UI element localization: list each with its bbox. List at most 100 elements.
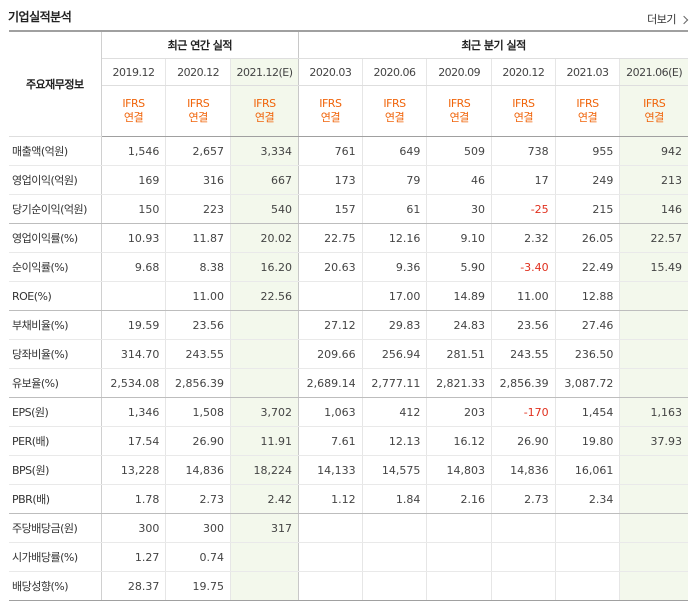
value-cell: 316	[165, 165, 231, 195]
value-cell	[361, 571, 427, 601]
value-cell: 17.54	[100, 426, 166, 456]
value-cell: 29.83	[361, 310, 427, 340]
value-cell: 22.57	[619, 223, 688, 253]
value-cell: 23.56	[491, 310, 556, 340]
value-cell: 157	[298, 194, 363, 224]
value-cell	[426, 513, 492, 543]
value-cell	[491, 542, 556, 572]
value-cell: 300	[165, 513, 231, 543]
value-cell: 209.66	[298, 339, 363, 369]
value-cell: 243.55	[491, 339, 556, 369]
value-cell: 249	[554, 165, 620, 195]
value-cell: 20.63	[298, 252, 363, 282]
row-label: BPS(원)	[9, 455, 102, 485]
value-cell: 649	[361, 136, 427, 166]
accounting-standard: IFRS 연결	[554, 85, 620, 137]
value-cell: 5.90	[426, 252, 492, 282]
table-row: 순이익률(%) 9.68 8.38 16.20 20.63 9.36 5.90 -3.40 22…	[9, 252, 688, 282]
value-cell: 243.55	[165, 339, 231, 369]
value-cell: 2,534.08	[100, 368, 166, 398]
value-cell: 2,856.39	[165, 368, 231, 398]
value-cell	[230, 571, 299, 601]
value-cell: 0.74	[165, 542, 231, 572]
accounting-standard: IFRS 연결	[426, 85, 492, 137]
value-cell: 169	[100, 165, 166, 195]
value-cell: 16,061	[554, 455, 620, 485]
value-cell	[619, 368, 688, 398]
period-row: 2019.12 2020.12 2021.12(E) 2020.03 2020.06 20…	[9, 58, 688, 86]
value-cell: 761	[298, 136, 363, 166]
table-row: 주당배당금(원) 300 300 317	[9, 513, 688, 543]
table-row: 배당성향(%) 28.37 19.75	[9, 571, 688, 601]
value-cell: 281.51	[426, 339, 492, 369]
row-label: 부채비율(%)	[9, 310, 102, 340]
value-cell: 14,133	[298, 455, 363, 485]
row-label: PER(배)	[9, 426, 102, 456]
value-cell: 215	[554, 194, 620, 224]
accounting-standard-bottom: 연결	[513, 111, 534, 124]
accounting-standard-top: IFRS	[512, 97, 535, 110]
value-cell	[619, 339, 688, 369]
table-row: ROE(%) 11.00 22.56 17.00 14.89 11.00 12.88	[9, 281, 688, 311]
row-label: EPS(원)	[9, 397, 102, 427]
accounting-standard-top: IFRS	[319, 97, 342, 110]
accounting-standard: IFRS 연결	[298, 85, 363, 137]
chevron-right-icon	[679, 15, 689, 24]
value-cell	[426, 542, 492, 572]
value-cell: 11.91	[230, 426, 299, 456]
row-label: 매출액(억원)	[9, 136, 102, 166]
value-cell	[426, 571, 492, 601]
row-label: 당좌비율(%)	[9, 339, 102, 369]
accounting-standard: IFRS 연결	[230, 85, 299, 137]
value-cell	[491, 513, 556, 543]
value-cell	[298, 281, 363, 311]
value-cell: 3,334	[230, 136, 299, 166]
value-cell	[230, 542, 299, 572]
value-cell: 2.16	[426, 484, 492, 514]
accounting-standard-top: IFRS	[383, 97, 406, 110]
accounting-standard-bottom: 연결	[577, 111, 598, 124]
value-cell: 12.16	[361, 223, 427, 253]
value-cell: 19.75	[165, 571, 231, 601]
value-cell: 1,454	[554, 397, 620, 427]
value-cell: 213	[619, 165, 688, 195]
value-cell: 11.00	[165, 281, 231, 311]
value-cell: 12.88	[554, 281, 620, 311]
table-row: PBR(배) 1.78 2.73 2.42 1.12 1.84 2.16 2.73 2.34	[9, 484, 688, 514]
more-link[interactable]: 더보기	[647, 11, 689, 27]
value-cell: 223	[165, 194, 231, 224]
value-cell	[619, 281, 688, 311]
value-cell: 24.83	[426, 310, 492, 340]
accounting-standard-bottom: 연결	[384, 111, 405, 124]
value-cell: 11.87	[165, 223, 231, 253]
value-cell: 13,228	[100, 455, 166, 485]
table-row: 당좌비율(%) 314.70 243.55 209.66 256.94 281.51 243…	[9, 339, 688, 369]
value-cell: 20.02	[230, 223, 299, 253]
value-cell	[298, 571, 363, 601]
accounting-standard: IFRS 연결	[100, 85, 166, 137]
table-row: 당기순이익(억원) 150 223 540 157 61 30 -25 215 146	[9, 194, 688, 224]
value-cell: 150	[100, 194, 166, 224]
value-cell: 37.93	[619, 426, 688, 456]
value-cell	[619, 571, 688, 601]
value-cell: 23.56	[165, 310, 231, 340]
table-body: 매출액(억원) 1,546 2,657 3,334 761 649 509 738 955 942…	[9, 136, 688, 601]
value-cell: 146	[619, 194, 688, 224]
value-cell	[100, 281, 166, 311]
value-cell: 1.12	[298, 484, 363, 514]
value-cell: 9.36	[361, 252, 427, 282]
value-cell	[619, 542, 688, 572]
value-cell: 27.46	[554, 310, 620, 340]
value-cell: 11.00	[491, 281, 556, 311]
value-cell: 1,346	[100, 397, 166, 427]
value-cell: 2.73	[491, 484, 556, 514]
value-cell: 14,836	[491, 455, 556, 485]
more-link-label: 더보기	[647, 13, 676, 26]
group-quarter: 최근 분기 실적	[298, 30, 688, 59]
period-header: 2019.12	[100, 58, 166, 86]
table-header: 주요재무정보 최근 연간 실적 최근 분기 실적 2019.12 2020.12 2…	[9, 30, 688, 137]
value-cell: 1,508	[165, 397, 231, 427]
value-cell: 19.80	[554, 426, 620, 456]
value-cell: 19.59	[100, 310, 166, 340]
